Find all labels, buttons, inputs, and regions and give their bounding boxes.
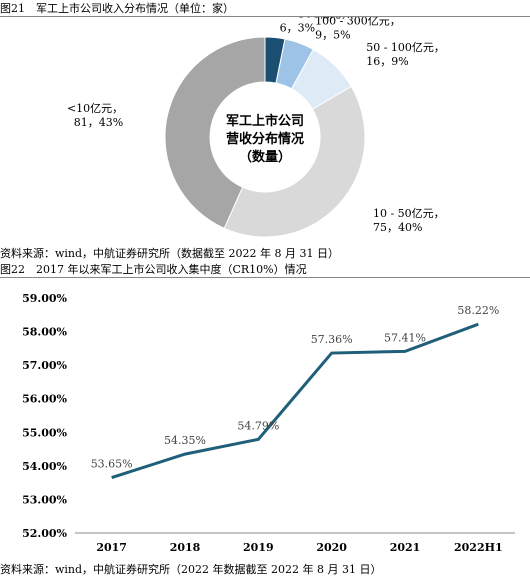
- slice-value-1: 9，5%: [315, 28, 350, 41]
- fig22-source: 资料来源：wind，中航证券研究所（2022 年数据截至 2022 年 8 月 …: [0, 563, 382, 576]
- data-label-3: 57.36%: [311, 333, 353, 346]
- data-label-2: 54.79%: [237, 419, 279, 432]
- series-line: [111, 322, 479, 480]
- slice-value-4: 81，43%: [74, 116, 123, 129]
- data-label-4: 57.41%: [384, 331, 426, 344]
- xtick-3: 2020: [316, 541, 347, 554]
- xtick-1: 2018: [170, 541, 201, 554]
- center-text-1: 营收分布情况: [226, 131, 304, 147]
- slice-label-3: 10 - 50亿元，: [373, 207, 445, 220]
- ytick-5: 57.00%: [22, 359, 67, 372]
- slice-label-2: 50 - 100亿元，: [366, 41, 445, 54]
- ytick-0: 52.00%: [22, 527, 67, 540]
- slice-label-4: <10亿元，: [67, 102, 123, 115]
- slice-value-3: 75，40%: [373, 221, 422, 234]
- center-text-0: 军工上市公司: [226, 113, 304, 129]
- ytick-1: 53.00%: [22, 493, 67, 506]
- slice-value-0: 6，3%: [280, 22, 315, 35]
- xtick-4: 2021: [390, 541, 421, 554]
- data-label-1: 54.35%: [164, 434, 206, 447]
- ytick-4: 56.00%: [22, 393, 67, 406]
- ytick-6: 58.00%: [22, 326, 67, 339]
- xtick-0: 2017: [96, 541, 127, 554]
- ytick-3: 55.00%: [22, 426, 67, 439]
- data-label-5: 58.22%: [457, 304, 499, 317]
- fig21-source: 资料来源：wind，中航证券研究所（数据截至 2022 年 8 月 31 日）: [0, 247, 340, 260]
- slice-value-2: 16，9%: [366, 55, 408, 68]
- line-chart: 52.00% 53.00% 54.00% 55.00% 56.00% 57.00% 58.0…: [22, 292, 515, 554]
- center-text-2: （数量）: [239, 149, 291, 165]
- donut-chart: >=300亿元，6，3%100 - 300亿元，9，5%50 - 100亿元，1…: [67, 8, 445, 238]
- slice-3: [223, 85, 366, 238]
- data-label-0: 53.65%: [91, 458, 133, 471]
- slice-label-1: 100 - 300亿元，: [315, 17, 401, 27]
- xtick-2: 2019: [243, 541, 274, 554]
- xtick-5: 2022H1: [454, 541, 503, 554]
- ytick-2: 54.00%: [22, 460, 67, 473]
- fig21-caption: 图21 军工上市公司收入分布情况（单位：家）: [0, 0, 530, 17]
- slice-4: [164, 36, 266, 229]
- ytick-7: 59.00%: [22, 292, 67, 305]
- fig22-caption: 图22 2017 年以来军工上市公司收入集中度（CR10%）情况: [0, 261, 530, 278]
